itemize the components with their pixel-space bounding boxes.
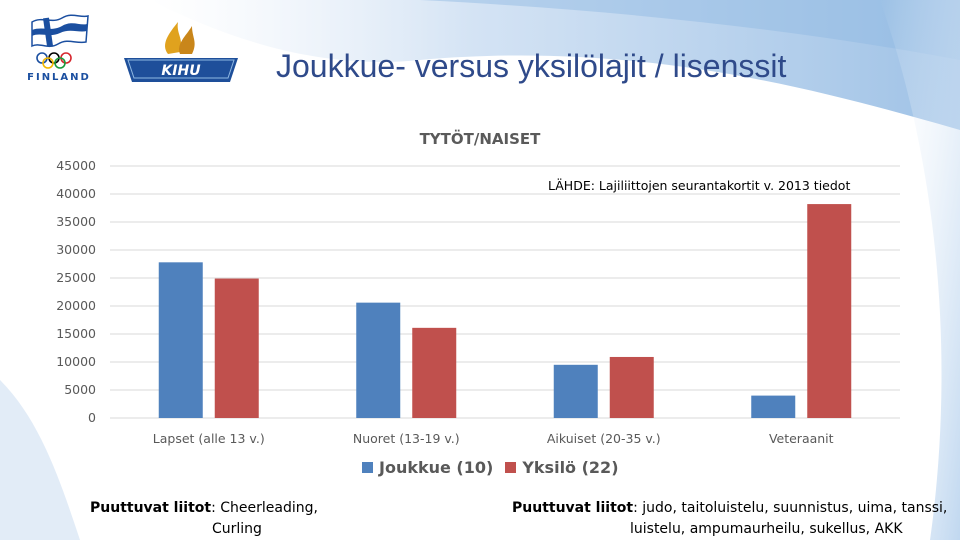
note-left-line2: Curling — [212, 521, 262, 537]
slide-title: Joukkue- versus yksilölajit / lisenssit — [276, 48, 787, 84]
bar — [751, 395, 796, 418]
bar — [553, 364, 598, 418]
bar — [214, 278, 259, 418]
logo-kihu-text: KIHU — [161, 63, 201, 79]
y-tick-label: 10000 — [56, 354, 96, 369]
y-tick-label: 45000 — [56, 158, 96, 173]
note-left-line1: : Cheerleading, — [211, 500, 318, 516]
note-left-label: Puuttuvat liitot — [90, 500, 212, 516]
x-tick-label: Lapset (alle 13 v.) — [153, 431, 265, 446]
chart-legend: Joukkue (10) Yksilö (22) — [362, 458, 619, 477]
x-tick-label: Aikuiset (20-35 v.) — [547, 431, 661, 446]
y-tick-label: 5000 — [64, 382, 96, 397]
bar — [158, 262, 203, 418]
legend-item-yksilo: Yksilö (22) — [505, 458, 619, 477]
missing-federations-note-left: Puuttuvat liitot: Cheerleading, Curling — [90, 498, 390, 540]
logo-finland-text: FINLAND — [27, 72, 91, 83]
legend-swatch-yksilo — [505, 462, 517, 473]
y-tick-label: 35000 — [56, 214, 96, 229]
legend-item-joukkue: Joukkue (10) — [362, 458, 493, 477]
y-tick-label: 25000 — [56, 270, 96, 285]
note-right-line2: luistelu, ampumaurheilu, sukellus, AKK — [630, 521, 903, 537]
x-tick-label: Nuoret (13-19 v.) — [353, 431, 460, 446]
legend-label-yksilo: Yksilö (22) — [522, 458, 619, 477]
kihu-logo: KIHU — [124, 22, 238, 82]
bar — [609, 356, 654, 418]
missing-federations-note-right: Puuttuvat liitot: judo, taitoluistelu, s… — [512, 498, 952, 540]
bar — [356, 302, 401, 418]
y-tick-label: 20000 — [56, 298, 96, 313]
bar — [807, 204, 852, 418]
y-tick-label: 30000 — [56, 242, 96, 257]
source-note: LÄHDE: Lajiliittojen seurantakortit v. 2… — [548, 178, 851, 193]
chart-title: TYTÖT/NAISET — [419, 130, 541, 148]
legend-label-joukkue: Joukkue (10) — [379, 458, 494, 477]
bar — [412, 327, 457, 418]
finland-olympic-logo: FINLAND — [27, 14, 91, 83]
legend-swatch-joukkue — [362, 462, 373, 473]
y-tick-label: 15000 — [56, 326, 96, 341]
y-tick-label: 40000 — [56, 186, 96, 201]
note-right-label: Puuttuvat liitot — [512, 500, 634, 516]
y-tick-label: 0 — [88, 410, 96, 425]
x-tick-label: Veteraanit — [769, 431, 834, 446]
note-right-line1: : judo, taitoluistelu, suunnistus, uima,… — [633, 500, 948, 516]
